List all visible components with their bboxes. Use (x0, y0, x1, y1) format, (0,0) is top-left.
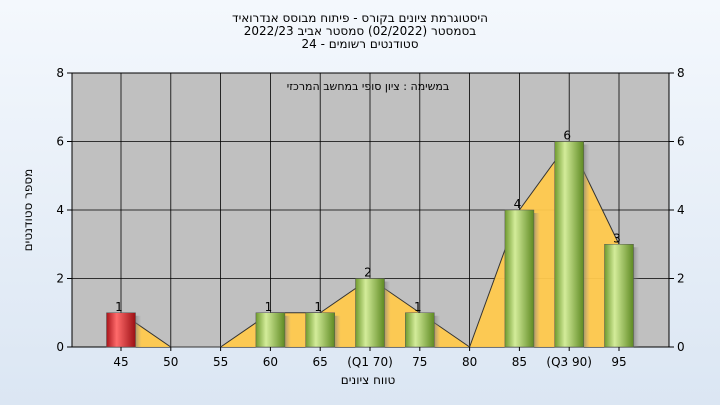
y-tick-label-left: 6 (56, 135, 64, 149)
bar-65 (305, 312, 335, 348)
x-tick-label: 50 (163, 355, 178, 369)
y-axis-right: 0 2 4 6 8 (669, 66, 685, 354)
x-tick-label: 60 (263, 355, 278, 369)
y-tick-label-left: 8 (56, 66, 64, 80)
bar-shadow (533, 213, 540, 347)
bars (106, 141, 640, 348)
x-axis: 45 50 55 60 65 (Q1 70) 75 80 85 (Q3 90) 95 (113, 347, 627, 369)
x-tick-label: (Q1 70) (347, 355, 393, 369)
bar-shadow (633, 247, 640, 347)
bar-value-label: 3 (613, 231, 621, 245)
x-axis-title: טווח ציונים (341, 373, 396, 387)
title-line-3: סטודנטים רשומים - 24 (301, 37, 418, 51)
bar-value-label: 1 (265, 300, 273, 314)
bar-(Q1 70) (355, 278, 385, 348)
bar-shadow (384, 281, 391, 347)
x-tick-label: 45 (113, 355, 128, 369)
bar-value-label: 1 (115, 300, 123, 314)
bar-shadow (135, 315, 142, 347)
bar-60 (255, 312, 286, 348)
chart-subtitle: במשימה : ציון סופי במחשב המרכזי (287, 80, 450, 93)
title-line-1: היסטוגרמת ציונים בקורס - פיתוח מבוסס אנד… (232, 11, 488, 25)
bar-value-labels: 1 1 1 2 1 4 6 3 (115, 129, 621, 314)
bar-75 (405, 312, 435, 348)
bar-shadow (583, 144, 590, 347)
title-line-2: בסמסטר (02/2022) סמסטר אביב 2022/23 (244, 24, 476, 38)
x-tick-label: 85 (512, 355, 527, 369)
trend-area (121, 141, 619, 347)
y-tick-label-left: 4 (56, 203, 64, 217)
y-tick-label-right: 0 (677, 340, 685, 354)
y-axis-left: 0 2 4 6 8 (56, 66, 72, 354)
y-tick-label-right: 2 (677, 272, 685, 286)
y-tick-label-right: 8 (677, 66, 685, 80)
bar-value-label: 4 (514, 197, 522, 211)
x-tick-label: 80 (462, 355, 477, 369)
bar-value-label: 1 (314, 300, 322, 314)
y-axis-title: מספר סטודנטים (21, 169, 35, 252)
y-tick-label-left: 2 (56, 272, 64, 286)
x-tick-label: 65 (313, 355, 328, 369)
y-tick-label-right: 6 (677, 135, 685, 149)
y-tick-label-left: 0 (56, 340, 64, 354)
bar-shadow (284, 315, 291, 347)
bar-shadow (434, 315, 441, 347)
bar-value-label: 6 (563, 129, 571, 143)
x-tick-label: 75 (412, 355, 427, 369)
bar-45 (106, 312, 136, 348)
x-tick-label: 55 (213, 355, 228, 369)
x-tick-label: 95 (611, 355, 626, 369)
y-tick-label-right: 4 (677, 203, 685, 217)
bar-value-label: 1 (414, 300, 422, 314)
bar-95 (604, 244, 634, 348)
chart-title: היסטוגרמת ציונים בקורס - פיתוח מבוסס אנד… (232, 11, 488, 51)
x-tick-label: (Q3 90) (546, 355, 592, 369)
bar-value-label: 2 (364, 266, 372, 280)
bar-(Q3 90) (554, 141, 584, 348)
bar-shadow (334, 315, 341, 347)
bar-85 (504, 209, 535, 348)
